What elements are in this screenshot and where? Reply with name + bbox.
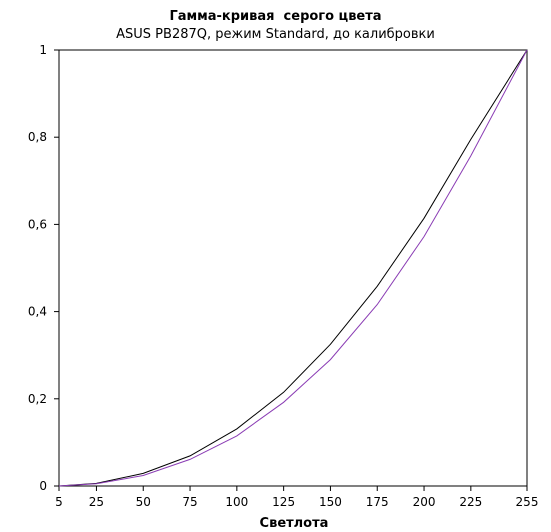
series-line-1 <box>58 49 528 487</box>
x-tick-label: 150 <box>319 495 342 509</box>
series-line-2 <box>58 49 528 487</box>
y-tick-label: 0,4 <box>28 305 47 319</box>
x-tick-label: 100 <box>225 495 248 509</box>
x-tick-label: 75 <box>182 495 197 509</box>
x-tick-label: 200 <box>413 495 436 509</box>
x-tick-label: 255 <box>516 495 539 509</box>
y-tick-label: 0 <box>39 479 47 493</box>
chart-title: Гамма-кривая серого цвета <box>169 9 382 24</box>
x-axis-label: Светлота <box>260 516 329 531</box>
y-tick-label: 0,8 <box>28 130 47 144</box>
x-tick-label: 50 <box>136 495 151 509</box>
plot-frame <box>58 49 528 487</box>
x-tick-label: 125 <box>272 495 295 509</box>
y-tick-label: 0,6 <box>28 217 47 231</box>
y-tick-label: 0,2 <box>28 392 47 406</box>
x-tick-label: 5 <box>55 495 63 509</box>
x-tick-label: 225 <box>459 495 482 509</box>
chart-subtitle: ASUS PB287Q, режим Standard, до калибров… <box>116 27 435 42</box>
x-tick-label: 25 <box>89 495 104 509</box>
x-tick-label: 175 <box>366 495 389 509</box>
y-tick-label: 1 <box>39 43 47 57</box>
